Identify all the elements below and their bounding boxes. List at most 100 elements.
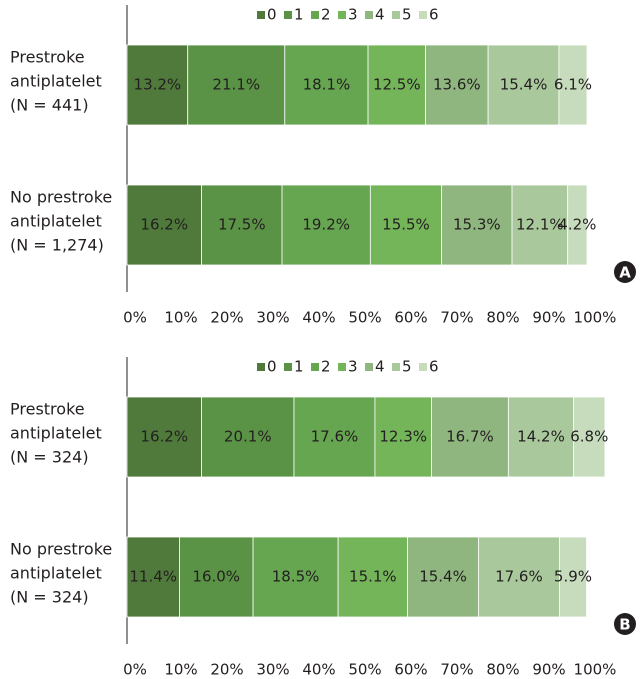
legend-swatch [257, 363, 265, 371]
bar-segment [281, 184, 371, 266]
category-label: (N = 1,274) [10, 236, 104, 255]
legend-label: 0 [267, 6, 277, 24]
x-tick-label: 10% [164, 661, 197, 679]
legend-label: 3 [348, 358, 358, 376]
value-label: 16.2% [140, 428, 188, 446]
x-tick-label: 60% [394, 661, 427, 679]
value-label: 13.6% [433, 76, 481, 94]
bar-segment [407, 536, 479, 618]
x-tick-label: 90% [532, 661, 565, 679]
category-label: No prestroke [10, 188, 112, 207]
bar-segment [284, 44, 369, 126]
value-label: 6.1% [554, 76, 592, 94]
legend-swatch [338, 363, 346, 371]
x-tick-label: 100% [574, 661, 617, 679]
x-tick-label: 90% [532, 309, 565, 327]
legend-swatch [419, 11, 427, 19]
legend-label: 1 [294, 6, 304, 24]
x-tick-label: 70% [440, 309, 473, 327]
legend-swatch [311, 11, 319, 19]
x-tick-label: 20% [210, 309, 243, 327]
x-tick-label: 80% [486, 309, 519, 327]
bar-segment [126, 396, 202, 478]
category-label: Prestroke [10, 400, 85, 419]
legend-swatch [311, 363, 319, 371]
x-tick-label: 30% [256, 661, 289, 679]
value-label: 15.4% [419, 568, 467, 586]
legend-label: 5 [402, 6, 412, 24]
x-tick-label: 10% [164, 309, 197, 327]
category-label: (N = 441) [10, 96, 89, 115]
value-label: 15.1% [349, 568, 397, 586]
legend-label: 1 [294, 358, 304, 376]
value-label: 17.6% [495, 568, 543, 586]
category-label: antiplatelet [10, 424, 102, 443]
value-label: 12.1% [516, 216, 564, 234]
category-label: (N = 324) [10, 448, 89, 467]
x-tick-label: 30% [256, 309, 289, 327]
value-label: 17.5% [218, 216, 266, 234]
category-label: Prestroke [10, 48, 85, 67]
bar-segment [252, 536, 339, 618]
value-label: 12.5% [373, 76, 421, 94]
x-tick-label: 0% [123, 309, 147, 327]
bar-segment [201, 396, 295, 478]
legend-label: 0 [267, 358, 277, 376]
value-label: 11.4% [129, 568, 177, 586]
panel-badge [614, 613, 636, 635]
legend-swatch [257, 11, 265, 19]
category-label: antiplatelet [10, 564, 102, 583]
value-label: 5.9% [554, 568, 592, 586]
legend-swatch [284, 11, 292, 19]
value-label: 19.2% [302, 216, 350, 234]
x-tick-label: 20% [210, 661, 243, 679]
x-tick-label: 80% [486, 661, 519, 679]
category-label: antiplatelet [10, 72, 102, 91]
value-label: 16.2% [140, 216, 188, 234]
legend-label: 5 [402, 358, 412, 376]
legend-swatch [338, 11, 346, 19]
legend-swatch [392, 11, 400, 19]
legend-label: 6 [429, 6, 439, 24]
bar-segment [487, 44, 560, 126]
bar-segment [573, 396, 606, 478]
bar-segment [374, 396, 432, 478]
bar-segment [441, 184, 513, 266]
panel-badge [614, 261, 636, 283]
value-label: 18.5% [272, 568, 320, 586]
value-label: 6.8% [570, 428, 608, 446]
legend-label: 3 [348, 6, 358, 24]
x-tick-label: 60% [394, 309, 427, 327]
legend-label: 4 [375, 6, 385, 24]
bar-segment [559, 536, 587, 618]
bar-segment [507, 396, 575, 478]
bar-segment [369, 184, 443, 266]
value-label: 16.7% [446, 428, 494, 446]
bar-segment [126, 536, 180, 618]
bar-segment [126, 44, 189, 126]
x-tick-label: 40% [302, 661, 335, 679]
bar-segment [478, 536, 560, 618]
legend-label: 4 [375, 358, 385, 376]
value-label: 20.1% [224, 428, 272, 446]
legend-swatch [419, 363, 427, 371]
bar-segment [567, 184, 588, 266]
x-tick-label: 50% [348, 309, 381, 327]
bar-segment [201, 184, 283, 266]
legend-label: 6 [429, 358, 439, 376]
value-label: 15.4% [500, 76, 548, 94]
bar-segment [179, 536, 254, 618]
value-label: 13.2% [134, 76, 182, 94]
value-label: 16.0% [192, 568, 240, 586]
value-label: 12.3% [379, 428, 427, 446]
legend-swatch [365, 363, 373, 371]
bar-segment [187, 44, 286, 126]
legend-swatch [392, 363, 400, 371]
value-label: 15.5% [382, 216, 430, 234]
legend-swatch [284, 363, 292, 371]
legend-label: 2 [321, 6, 331, 24]
category-label: (N = 324) [10, 588, 89, 607]
value-label: 17.6% [311, 428, 359, 446]
value-label: 18.1% [303, 76, 351, 94]
